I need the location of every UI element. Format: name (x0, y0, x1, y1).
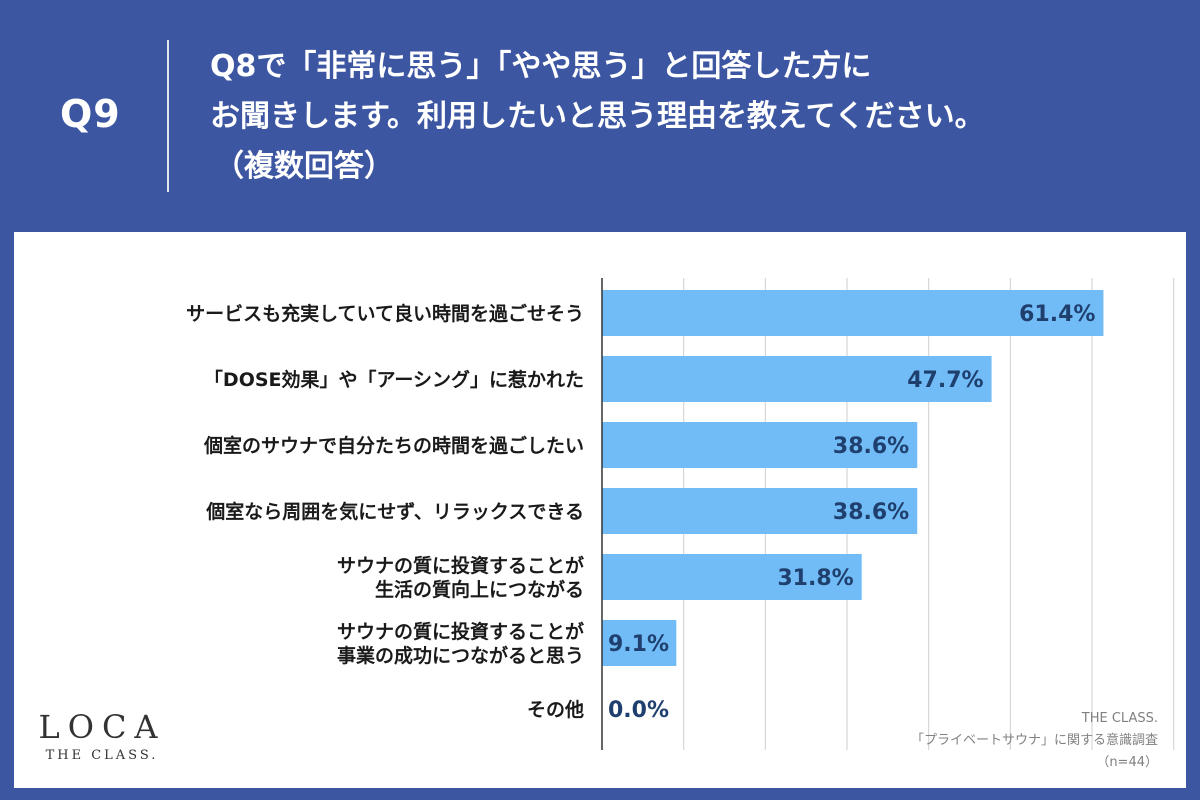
question-title-line: （複数回答） (214, 149, 394, 184)
category-label: 個室のサウナで自分たちの時間を過ごしたい (203, 434, 584, 457)
value-label: 38.6% (833, 500, 909, 525)
bar (602, 356, 992, 402)
category-label: サービスも充実していて良い時間を過ごせそう (186, 302, 584, 325)
chart-panel: 61.4% サービスも充実していて良い時間を過ごせそう 47.7% 「DOSE効果」や… (14, 232, 1186, 788)
category-label: 「DOSE効果」や「アーシング」に惹かれた (204, 368, 584, 391)
category-label: サウナの質に投資することが (337, 554, 584, 577)
logo-sub-text: THE CLASS. (45, 748, 159, 763)
category-label: 個室なら周囲を気にせず、リラックスできる (205, 500, 584, 523)
question-number: Q9 (60, 92, 121, 136)
value-label: 9.1% (608, 632, 669, 657)
value-label: 31.8% (777, 566, 853, 591)
category-label: 生活の質向上につながる (375, 578, 584, 601)
source-line: 「プライベートサウナ」に関する意識調査 (910, 733, 1158, 748)
question-title-line: お聞きします。利用したいと思う理由を教えてください。 (210, 99, 985, 134)
bar (602, 488, 918, 534)
bar-chart: 61.4% サービスも充実していて良い時間を過ごせそう 47.7% 「DOSE効果」や… (186, 278, 1175, 750)
loca-logo: LOCA THE CLASS. (32, 708, 172, 763)
header: Q9 Q8で「非常に思う」「やや思う」と回答した方に お聞きします。利用したいと… (0, 0, 1200, 232)
category-label: サウナの質に投資することが (337, 620, 584, 643)
source-line: （n=44） (1096, 755, 1158, 770)
logo-main-text: LOCA (38, 708, 166, 746)
source-note: THE CLASS. 「プライベートサウナ」に関する意識調査 （n=44） (911, 708, 1158, 774)
question-title-line: Q8で「非常に思う」「やや思う」と回答した方に (210, 49, 872, 84)
category-label: その他 (527, 698, 584, 721)
bar (602, 422, 918, 468)
source-line: THE CLASS. (1081, 711, 1158, 726)
category-label: 事業の成功につながると思う (337, 644, 584, 667)
value-label: 47.7% (907, 368, 983, 393)
value-label: 38.6% (833, 434, 909, 459)
question-title: Q8で「非常に思う」「やや思う」と回答した方に お聞きします。利用したいと思う理… (210, 42, 1170, 192)
value-label: 0.0% (608, 698, 669, 723)
bar (602, 554, 862, 600)
header-divider (167, 40, 169, 192)
bar (602, 290, 1104, 336)
value-label: 61.4% (1019, 302, 1095, 327)
bar (602, 620, 677, 666)
